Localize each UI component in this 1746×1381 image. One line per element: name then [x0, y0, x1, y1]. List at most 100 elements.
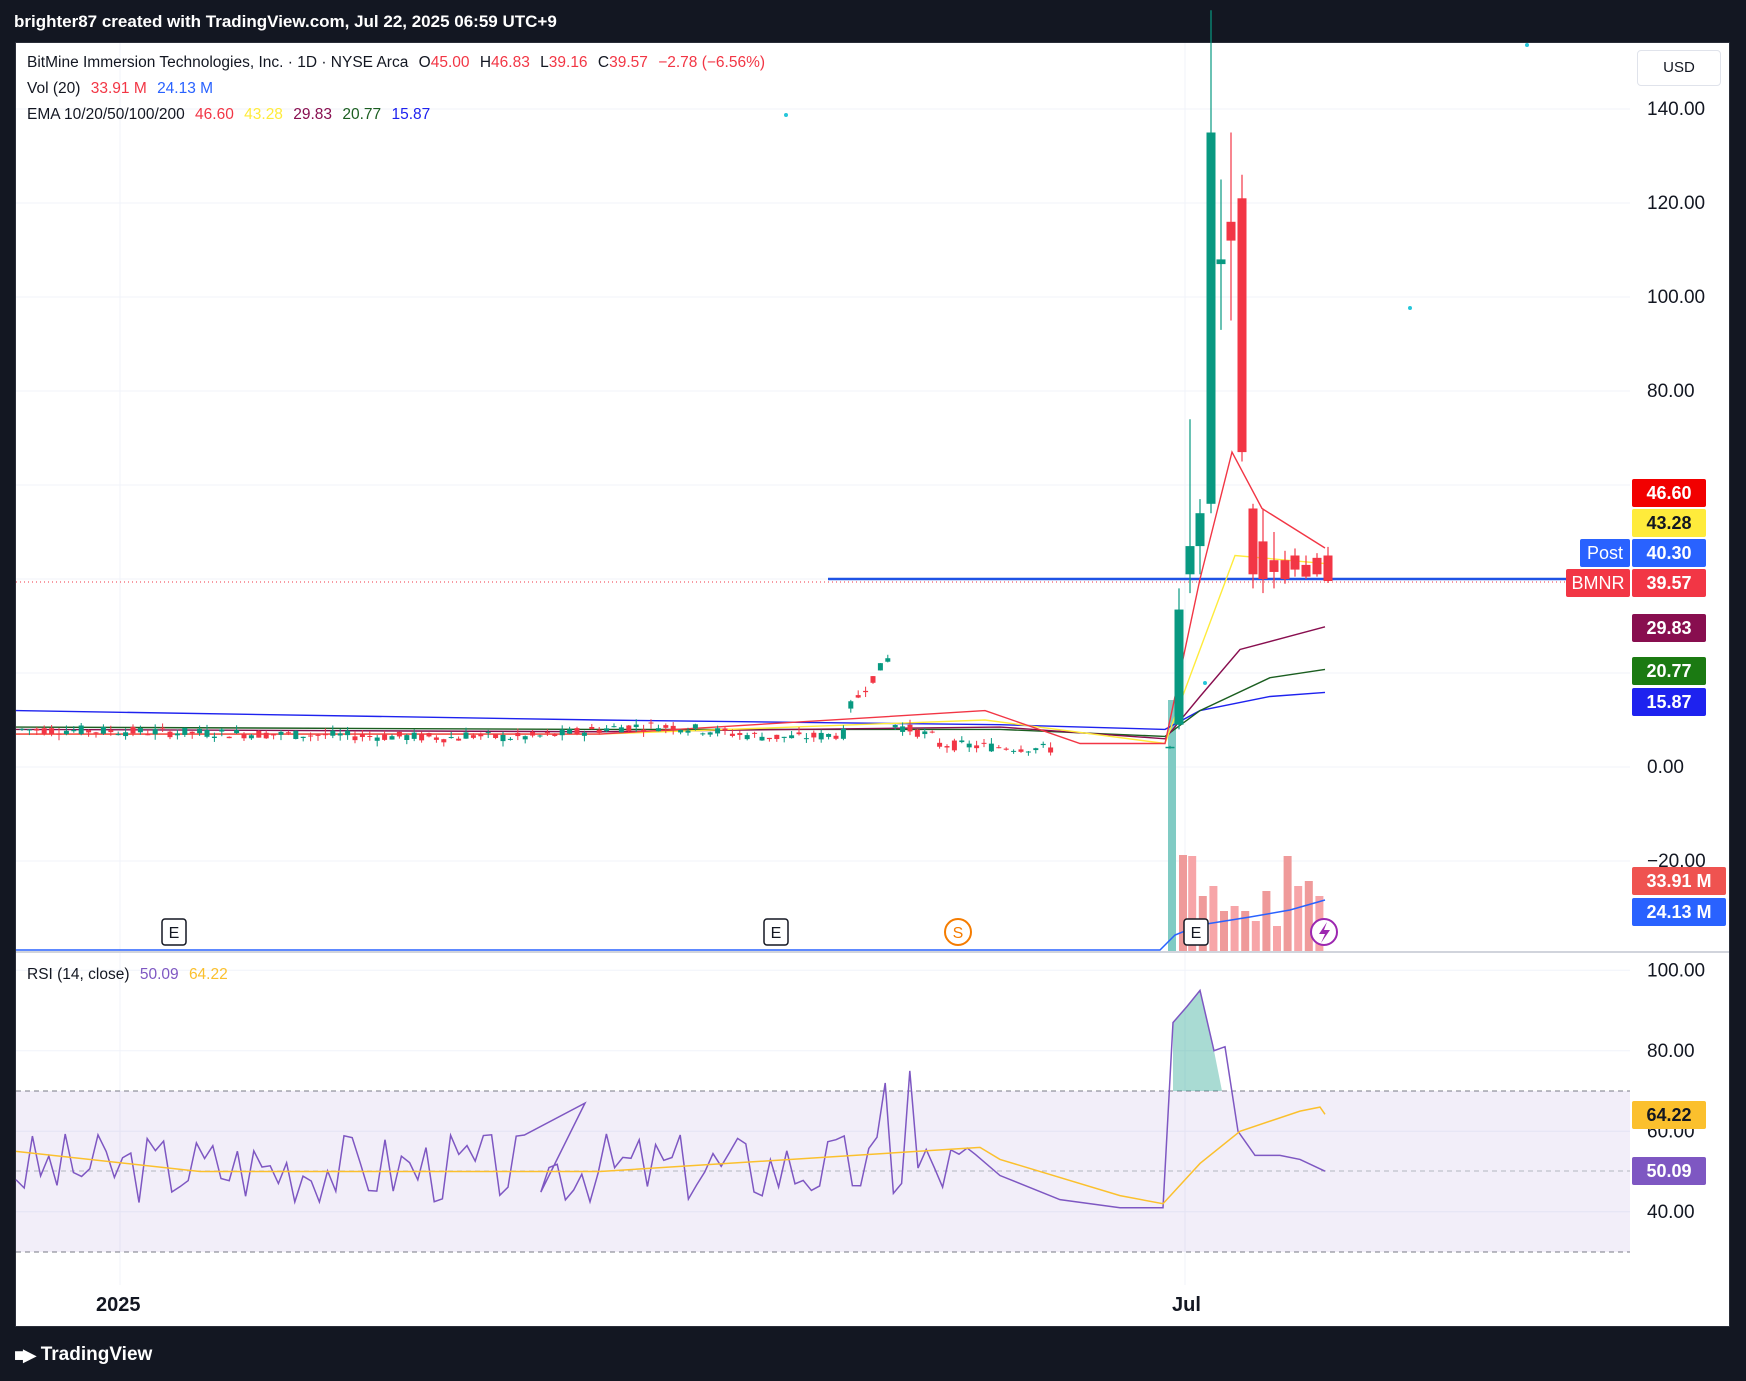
candle-body [618, 727, 624, 733]
candle-body [26, 729, 32, 731]
vol-ma-value: 24.13 M [157, 80, 214, 97]
candle-body [78, 725, 84, 734]
price-tick-label: 140.00 [1647, 99, 1705, 120]
ema20-tag: 43.28 [1632, 509, 1706, 537]
last-price-tag: 39.57 [1632, 569, 1706, 597]
candle-body [130, 726, 136, 734]
earnings-icon [1183, 918, 1209, 946]
candle-body [892, 724, 898, 728]
candle-body [766, 737, 772, 740]
candles [19, 10, 1333, 756]
candle-body [655, 728, 661, 732]
rsi-lines [15, 988, 1326, 1209]
rsi-tick-label: 100.00 [1647, 960, 1705, 981]
post-label-tag: Post [1580, 539, 1630, 567]
tradingview-logo-icon: ■▶ [14, 1344, 37, 1365]
candle-body [115, 734, 121, 736]
candle-body [507, 738, 513, 740]
close-label: C [597, 54, 610, 71]
candle-body [633, 724, 639, 728]
candle-body [271, 734, 277, 736]
candle-body [559, 729, 565, 736]
tradingview-footer: ■▶ TradingView [14, 1340, 152, 1370]
split-marker[interactable]: S [944, 918, 972, 946]
volume-ma-line [16, 899, 1326, 951]
rsi-ma-tag: 64.22 [1632, 1101, 1706, 1129]
candle-body [567, 729, 573, 734]
candle-body [137, 728, 143, 733]
candle-body [1312, 557, 1322, 575]
rsi-overbought-fill [1173, 990, 1222, 1091]
candle-body [707, 732, 713, 735]
earnings-icon [763, 918, 789, 946]
rsi-tick-label: 40.00 [1647, 1202, 1695, 1223]
candle-body [197, 728, 203, 734]
ema200-value: 15.87 [391, 106, 431, 123]
candle-body [1237, 198, 1247, 453]
open-label: O [418, 54, 431, 71]
volume-bar [1294, 886, 1303, 951]
volume-bar [1273, 926, 1281, 951]
price-tick-label: 120.00 [1647, 193, 1705, 214]
candle-body [382, 734, 388, 740]
candle-body [604, 728, 610, 732]
candle-body [722, 728, 728, 731]
ema50-tag: 29.83 [1632, 614, 1706, 642]
rsi-line [15, 988, 1326, 1209]
candle-body [1226, 221, 1236, 241]
candle-body [715, 728, 721, 734]
candle-body [744, 735, 750, 740]
price-tick-label: −20.00 [1647, 851, 1706, 872]
volume-bar [1241, 911, 1250, 951]
ema100-tag: 20.77 [1632, 657, 1706, 685]
candle-body [596, 729, 602, 733]
volume-bar [1251, 921, 1260, 951]
candle-body [34, 728, 40, 731]
candle-body [1216, 259, 1226, 265]
earnings-marker[interactable]: E [763, 918, 789, 946]
low-label: L [540, 54, 549, 71]
candle-body [885, 658, 891, 662]
low-value: 39.16 [548, 54, 588, 71]
candle-body [411, 732, 417, 739]
earnings-marker[interactable]: E [1183, 918, 1209, 946]
candle-body [1048, 747, 1054, 753]
candle-body [522, 736, 528, 740]
candle-body [41, 728, 47, 735]
earnings-marker[interactable]: E [161, 918, 187, 946]
rsi-ma-line [15, 1106, 1326, 1205]
candle-body [63, 730, 69, 735]
candle-body [456, 738, 462, 741]
candle-body [1323, 555, 1333, 582]
candle-body [404, 735, 410, 741]
candle-body [959, 740, 965, 743]
candle-body [626, 725, 632, 731]
currency-button[interactable]: USD [1637, 50, 1721, 86]
marker-dot [1408, 306, 1412, 310]
candle-body [263, 732, 269, 739]
candle-body [789, 735, 795, 739]
candle-body [581, 732, 587, 736]
candle-body [937, 742, 943, 747]
lightning-marker[interactable] [1310, 918, 1338, 946]
candle-body [1185, 546, 1195, 575]
candle-body [485, 732, 491, 734]
candle-body [1195, 513, 1205, 547]
ema10-tag: 46.60 [1632, 479, 1706, 507]
chart-frame[interactable] [15, 42, 1730, 1327]
candle-body [1011, 750, 1017, 752]
candle-body [248, 735, 254, 739]
candle-body [330, 730, 336, 736]
candle-body [1258, 541, 1268, 579]
legend-row-ema: EMA 10/20/50/100/200 46.60 43.28 29.83 2… [27, 106, 436, 124]
candle-body [737, 733, 743, 735]
candle-body [49, 728, 55, 734]
candle-body [729, 733, 735, 736]
candle-body [433, 737, 439, 740]
candle-body [929, 731, 935, 733]
candle-body [818, 732, 824, 740]
rsi-tick-label: 80.00 [1647, 1041, 1695, 1062]
candle-body [367, 736, 373, 738]
